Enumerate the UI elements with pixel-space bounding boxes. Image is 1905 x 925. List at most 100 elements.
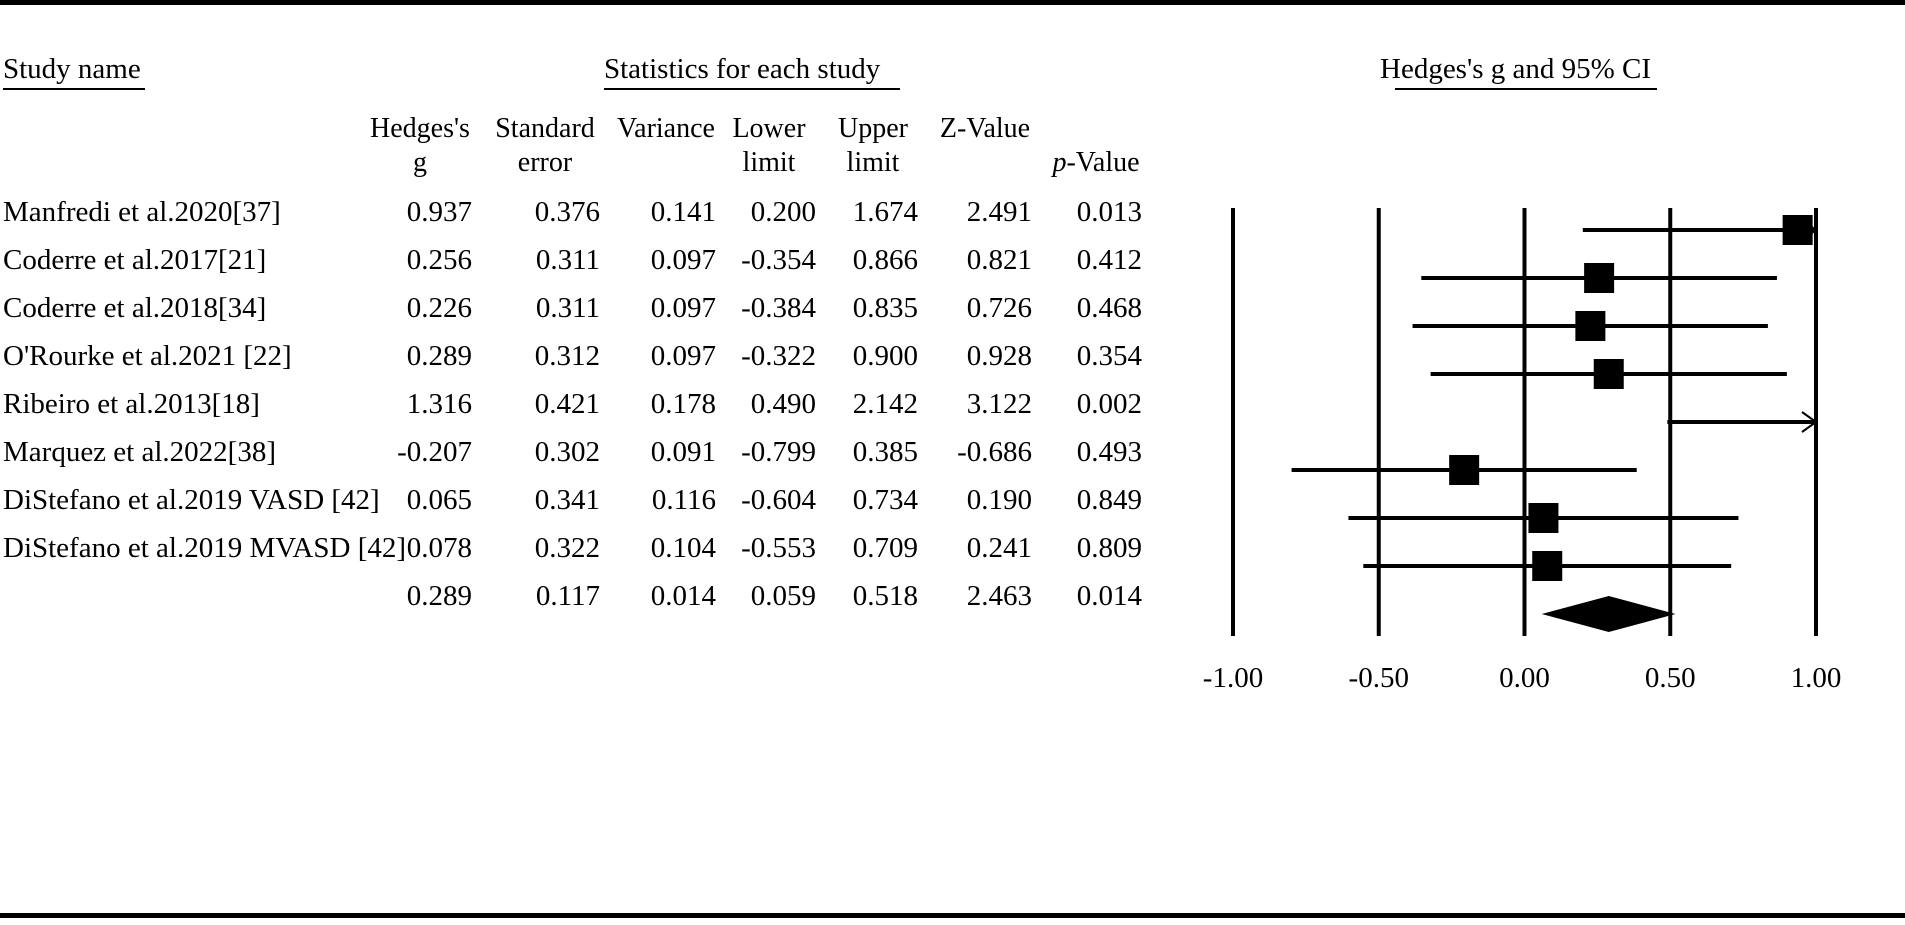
study-name-cell: Coderre et al.2017[21] — [3, 244, 267, 276]
lower-cell: -0.604 — [741, 484, 816, 516]
summary-diamond — [1541, 596, 1676, 632]
g-cell: 0.078 — [406, 532, 472, 564]
z-cell: 2.491 — [966, 196, 1032, 228]
p-cell: 0.013 — [1076, 196, 1142, 228]
summary-g-cell: 0.289 — [406, 580, 472, 612]
upper-cell: 0.900 — [852, 340, 918, 372]
col-header-variance: Variance — [617, 113, 715, 144]
g-cell: 0.256 — [406, 244, 472, 276]
var-cell: 0.178 — [650, 388, 716, 420]
var-cell: 0.097 — [650, 244, 716, 276]
z-cell: 3.122 — [966, 388, 1032, 420]
effect-square — [1584, 263, 1615, 293]
z-cell: 0.726 — [966, 292, 1032, 324]
lower-cell: 0.200 — [750, 196, 816, 228]
g-cell: -0.207 — [397, 436, 472, 468]
var-cell: 0.104 — [650, 532, 716, 564]
effect-square — [1528, 503, 1559, 533]
z-cell: 0.241 — [966, 532, 1032, 564]
se-cell: 0.311 — [535, 292, 600, 324]
summary-z-cell: 2.463 — [966, 580, 1032, 612]
se-cell: 0.322 — [534, 532, 600, 564]
var-cell: 0.116 — [651, 484, 716, 516]
effect-square — [1449, 455, 1480, 485]
p-cell: 0.809 — [1076, 532, 1142, 564]
summary-lower-cell: 0.059 — [750, 580, 816, 612]
col-header-lower-limit: Lower limit — [732, 113, 806, 178]
lower-cell: 0.490 — [750, 388, 816, 420]
col-header-p-value: p-Value — [1052, 147, 1140, 178]
x-tick-label: -0.50 — [1349, 662, 1409, 694]
var-cell: 0.097 — [650, 292, 716, 324]
se-cell: 0.312 — [534, 340, 600, 372]
z-cell: 0.928 — [966, 340, 1032, 372]
study-name-header: Study name — [3, 53, 141, 85]
p-cell: 0.493 — [1076, 436, 1142, 468]
col-header-upper-limit: Upper limit — [838, 113, 908, 178]
summary-se-cell: 0.117 — [535, 580, 600, 612]
se-cell: 0.376 — [534, 196, 600, 228]
g-cell: 0.289 — [406, 340, 472, 372]
lower-cell: -0.553 — [741, 532, 816, 564]
se-cell: 0.311 — [535, 244, 600, 276]
col-header-hedges-g: Hedges's g — [370, 113, 470, 178]
lower-cell: -0.322 — [741, 340, 816, 372]
study-name-cell: Ribeiro et al.2013[18] — [3, 388, 260, 420]
var-cell: 0.141 — [650, 196, 716, 228]
study-name-underline — [3, 88, 145, 90]
plot-title-underline — [1395, 88, 1657, 90]
g-cell: 0.937 — [406, 196, 472, 228]
z-cell: 0.190 — [966, 484, 1032, 516]
statistics-underline — [604, 88, 900, 90]
p-cell: 0.002 — [1076, 388, 1142, 420]
p-cell: 0.354 — [1076, 340, 1142, 372]
effect-square — [1782, 215, 1813, 245]
col-header-standard-error: Standard error — [495, 113, 595, 178]
se-cell: 0.341 — [534, 484, 600, 516]
upper-cell: 0.835 — [852, 292, 918, 324]
g-cell: 1.316 — [406, 388, 472, 420]
lower-cell: -0.384 — [741, 292, 816, 324]
z-cell: -0.686 — [957, 436, 1032, 468]
plot-title: Hedges's g and 95% CI — [1380, 53, 1652, 85]
x-tick-label: 0.00 — [1499, 662, 1550, 694]
col-header-z-value: Z-Value — [939, 113, 1031, 144]
g-cell: 0.065 — [406, 484, 472, 516]
x-tick-label: 1.00 — [1791, 662, 1842, 694]
upper-cell: 0.866 — [852, 244, 918, 276]
study-name-cell: Coderre et al.2018[34] — [3, 292, 267, 324]
var-cell: 0.097 — [650, 340, 716, 372]
top-rule — [0, 0, 1905, 5]
study-name-cell: DiStefano et al.2019 MVASD [42] — [3, 532, 407, 564]
upper-cell: 1.674 — [852, 196, 918, 228]
summary-upper-cell: 0.518 — [852, 580, 918, 612]
g-cell: 0.226 — [406, 292, 472, 324]
x-tick-label: -1.00 — [1203, 662, 1263, 694]
p-cell: 0.412 — [1076, 244, 1142, 276]
effect-square — [1575, 311, 1606, 341]
z-cell: 0.821 — [966, 244, 1032, 276]
upper-cell: 2.142 — [852, 388, 918, 420]
summary-var-cell: 0.014 — [650, 580, 716, 612]
upper-cell: 0.385 — [852, 436, 918, 468]
bottom-rule — [0, 913, 1905, 918]
p-cell: 0.849 — [1076, 484, 1142, 516]
ci-arrow — [1801, 411, 1818, 433]
statistics-header: Statistics for each study — [604, 53, 881, 85]
upper-cell: 0.709 — [852, 532, 918, 564]
x-tick-label: 0.50 — [1645, 662, 1696, 694]
study-name-cell: DiStefano et al.2019 VASD [42] — [3, 484, 380, 516]
study-name-cell: Marquez et al.2022[38] — [3, 436, 276, 468]
se-cell: 0.302 — [534, 436, 600, 468]
effect-square — [1593, 359, 1624, 389]
se-cell: 0.421 — [534, 388, 600, 420]
summary-p-cell: 0.014 — [1076, 580, 1142, 612]
p-cell: 0.468 — [1076, 292, 1142, 324]
lower-cell: -0.799 — [741, 436, 816, 468]
var-cell: 0.091 — [650, 436, 716, 468]
lower-cell: -0.354 — [741, 244, 816, 276]
upper-cell: 0.734 — [852, 484, 918, 516]
study-name-cell: Manfredi et al.2020[37] — [3, 196, 281, 228]
study-name-cell: O'Rourke et al.2021 [22] — [3, 340, 292, 372]
